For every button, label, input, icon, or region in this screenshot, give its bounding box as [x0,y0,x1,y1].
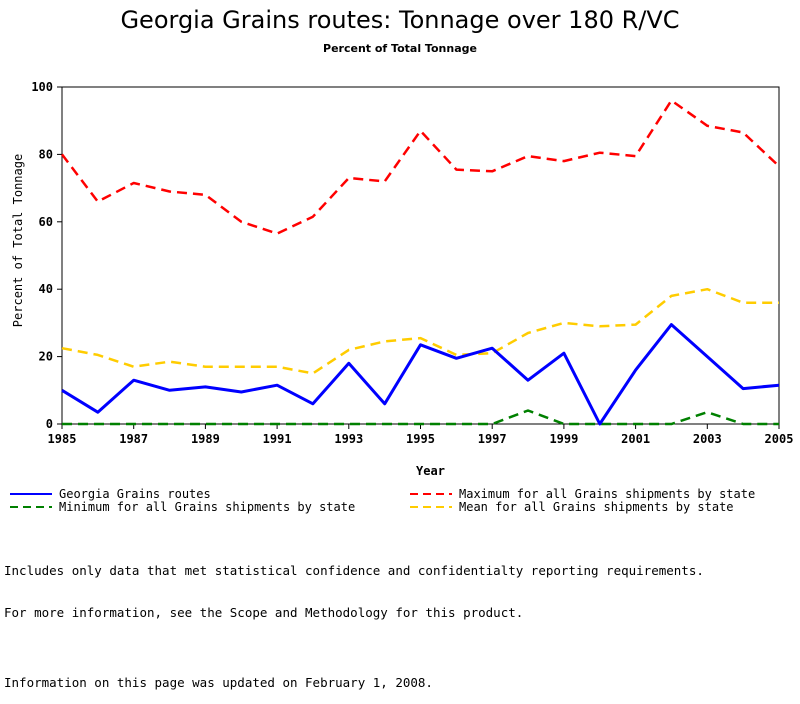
note-methodology: For more information, see the Scope and … [4,605,524,620]
note-confidence: Includes only data that met statistical … [4,563,704,578]
y-axis-label: Percent of Total Tonnage [11,154,25,327]
series-line-georgia-grains-routes [61,323,780,426]
note-updated: Information on this page was updated on … [4,675,433,690]
x-tick-label: 2001 [621,432,650,446]
x-tick-label: 1997 [478,432,507,446]
x-tick-label: 2005 [765,432,794,446]
plot-frame [61,86,780,425]
y-tick-label: 60 [39,215,53,229]
legend-label: Mean for all Grains shipments by state [459,500,734,514]
legend-label: Minimum for all Grains shipments by stat… [59,500,355,514]
x-axis-label: Year [416,464,445,478]
y-tick-label: 100 [31,80,53,94]
x-tick-label: 1991 [263,432,292,446]
x-tick-label: 2003 [693,432,722,446]
legend-label: Maximum for all Grains shipments by stat… [459,487,755,501]
series-line-minimum-for-all-grains-shipments-by-state [62,409,779,426]
y-tick-label: 20 [39,350,53,364]
x-tick-label: 1999 [549,432,578,446]
chart-title: Georgia Grains routes: Tonnage over 180 … [120,6,680,34]
y-tick-label: 0 [46,417,53,431]
x-tick-label: 1987 [119,432,148,446]
x-tick-label: 1989 [191,432,220,446]
y-tick-label: 80 [39,147,53,161]
legend-label: Georgia Grains routes [59,487,211,501]
notes: Includes only data that met statistical … [4,536,704,704]
series-line-maximum-for-all-grains-shipments-by-state [61,99,780,235]
chart: 0 20 40 60 80 100 1985 1987 1989 1991 1993 1995 1997… [10,80,794,514]
x-tick-label: 1985 [48,432,77,446]
y-tick-label: 40 [39,282,53,296]
x-tick-label: 1995 [406,432,435,446]
series-line-mean-for-all-grains-shipments-by-state [61,287,779,375]
chart-subtitle: Percent of Total Tonnage [323,42,477,55]
x-tick-label: 1993 [334,432,363,446]
